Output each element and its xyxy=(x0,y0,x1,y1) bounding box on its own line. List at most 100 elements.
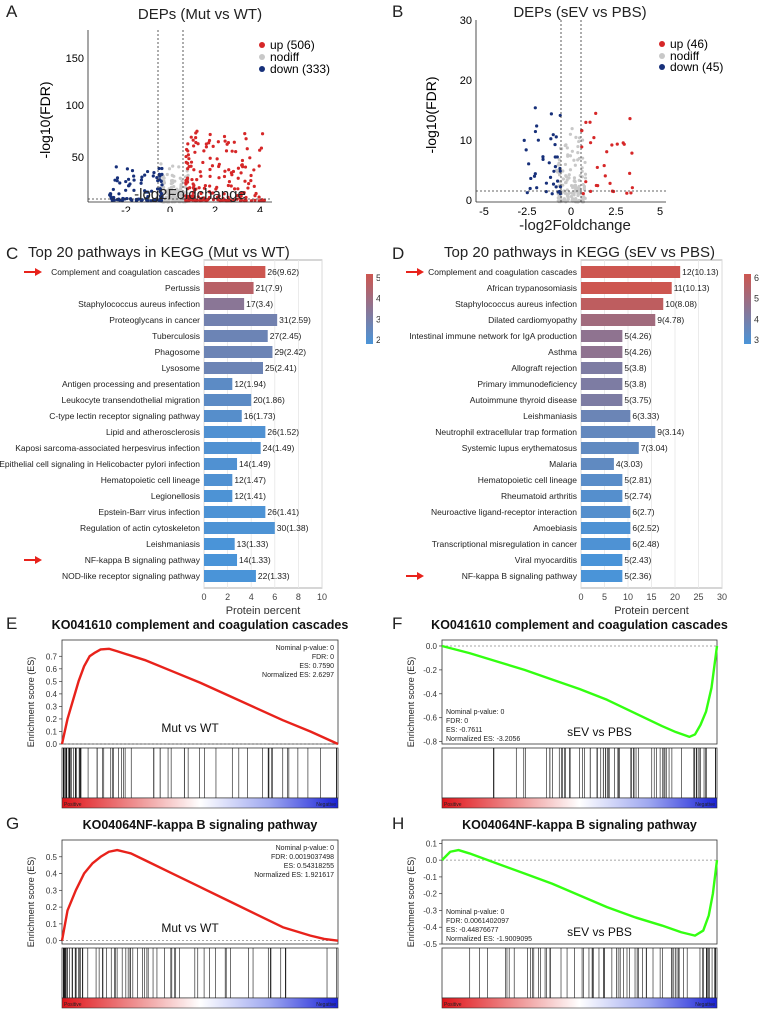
point-up xyxy=(190,194,194,198)
point-up xyxy=(249,173,253,178)
positive-label: Positive xyxy=(444,1002,462,1008)
point-up xyxy=(240,158,245,163)
point-up xyxy=(188,186,192,190)
bar xyxy=(581,554,623,566)
bar xyxy=(581,362,623,374)
point-nodiff xyxy=(177,165,181,169)
x-axis-label: Protein percent xyxy=(226,605,301,614)
point-down xyxy=(114,165,118,169)
point-down xyxy=(541,157,545,161)
point-nodiff xyxy=(180,179,184,183)
bar-value-label: 26(1.52) xyxy=(267,427,299,437)
point-nodiff xyxy=(582,184,587,189)
point-down xyxy=(522,138,526,142)
point-up xyxy=(231,169,236,174)
point-up xyxy=(184,194,188,198)
ranked-list-strip xyxy=(441,997,718,1009)
point-up xyxy=(588,141,593,145)
point-up xyxy=(222,174,227,179)
point-down xyxy=(525,191,529,195)
bar-value-label: 6(3.33) xyxy=(632,411,659,421)
negative-label: Negative xyxy=(316,802,336,808)
color-legend-bar xyxy=(744,274,751,344)
x-tick: 6 xyxy=(272,592,277,602)
point-nodiff xyxy=(566,192,570,196)
bar xyxy=(581,410,631,422)
bar xyxy=(581,346,623,358)
x-tick: 4 xyxy=(249,592,254,602)
point-up xyxy=(245,147,249,151)
point-up xyxy=(249,199,254,203)
point-down xyxy=(551,182,556,186)
point-up xyxy=(227,180,232,184)
gsea-stat: ES: -0.7611 xyxy=(446,727,483,734)
point-up xyxy=(192,168,196,172)
x-axis-label: -log2Foldchange xyxy=(134,186,246,203)
bar xyxy=(204,394,252,406)
group-label: sEV vs PBS xyxy=(567,925,632,939)
point-down xyxy=(149,199,153,203)
point-up xyxy=(625,191,629,195)
gsea-stat: Normalized ES: -1.9009095 xyxy=(446,936,532,943)
category-label: Phagosome xyxy=(155,347,201,357)
point-nodiff xyxy=(186,173,190,177)
point-up xyxy=(615,142,619,146)
point-down xyxy=(158,187,162,191)
point-down xyxy=(160,172,164,176)
bar-value-label: 5(2.74) xyxy=(624,491,651,501)
bar-value-label: 14(1.49) xyxy=(239,459,271,469)
category-label: Complement and coagulation cascades xyxy=(428,267,577,277)
point-up xyxy=(253,194,257,198)
point-up xyxy=(244,195,248,200)
y-axis-label: Enrichment score (ES) xyxy=(406,857,416,948)
point-up xyxy=(234,150,238,154)
point-down xyxy=(529,176,533,181)
bar-value-label: 7(3.04) xyxy=(641,443,668,453)
point-nodiff xyxy=(576,192,580,196)
point-nodiff xyxy=(576,144,580,149)
x-tick: -2.5 xyxy=(518,206,537,218)
point-down xyxy=(553,142,557,147)
point-down xyxy=(549,137,553,141)
point-up xyxy=(194,131,198,135)
x-tick: 0 xyxy=(167,205,173,212)
point-down xyxy=(558,169,562,173)
point-down xyxy=(139,178,144,182)
point-nodiff xyxy=(582,187,587,191)
point-up xyxy=(232,187,237,191)
point-up xyxy=(259,146,264,150)
point-up xyxy=(257,195,261,199)
point-up xyxy=(186,153,190,157)
point-up xyxy=(186,161,190,165)
gsea-stat: ES: 0.54318255 xyxy=(284,863,334,870)
y-tick: 150 xyxy=(66,53,84,65)
point-up xyxy=(199,174,203,178)
point-up xyxy=(581,191,585,196)
point-nodiff xyxy=(164,195,168,199)
point-up xyxy=(258,148,262,152)
point-up xyxy=(204,199,208,203)
bar xyxy=(204,330,268,342)
point-nodiff xyxy=(580,138,585,142)
point-up xyxy=(202,149,206,153)
y-tick: 0 xyxy=(466,195,472,207)
point-nodiff xyxy=(162,185,166,190)
point-up xyxy=(196,195,200,199)
panel-label: D xyxy=(392,244,405,263)
point-up xyxy=(232,140,236,144)
point-up xyxy=(257,164,261,168)
category-label: Epstein-Barr virus infection xyxy=(98,507,200,517)
ranked-list-strip xyxy=(61,997,339,1009)
point-up xyxy=(191,190,195,195)
highlight-arrow xyxy=(417,268,424,276)
point-down xyxy=(145,190,149,194)
y-tick: -0.8 xyxy=(423,738,437,747)
plot-frame xyxy=(61,839,339,945)
point-nodiff xyxy=(169,187,174,191)
bar xyxy=(581,538,631,550)
point-down xyxy=(533,106,537,110)
bar xyxy=(581,458,614,470)
y-tick: -0.3 xyxy=(423,906,437,915)
legend-tick: 3 xyxy=(376,314,380,324)
gsea-plot-f: KO041610 complement and coagulation casc… xyxy=(406,618,728,809)
